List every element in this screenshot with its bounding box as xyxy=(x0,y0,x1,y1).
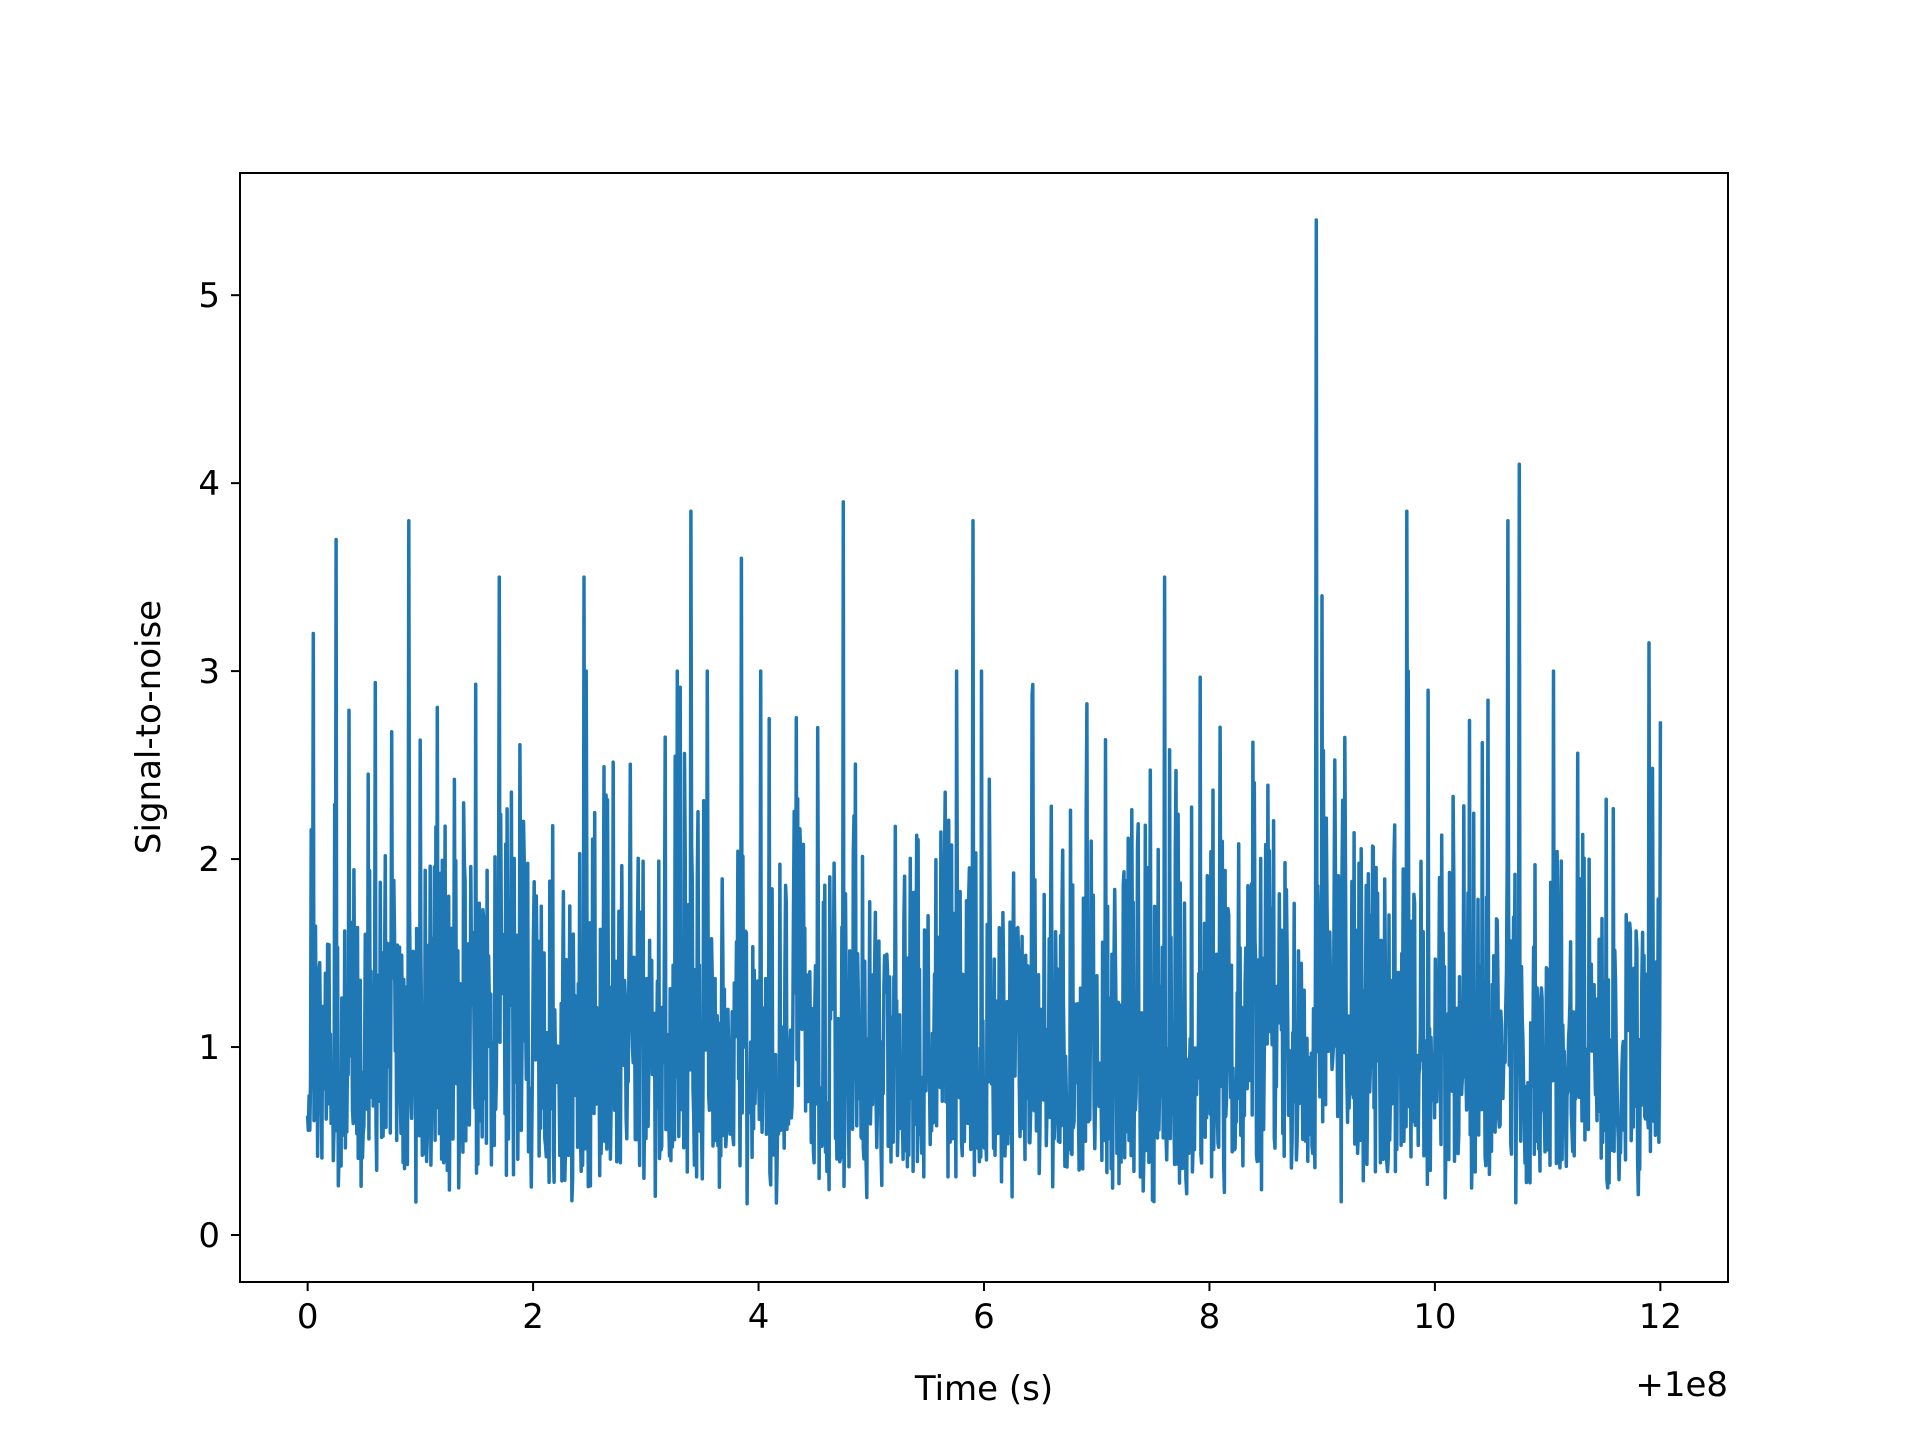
y-tick-label: 1 xyxy=(198,1028,220,1068)
y-tick-label: 2 xyxy=(198,840,220,880)
y-tick-label: 0 xyxy=(198,1216,220,1256)
y-tick-label: 5 xyxy=(198,276,220,316)
y-tick-label: 3 xyxy=(198,652,220,692)
y-axis-ticks: 0 1 2 3 4 5 xyxy=(198,276,240,1256)
x-tick-label: 4 xyxy=(748,1297,770,1337)
x-axis-ticks: 0 2 4 6 8 10 12 xyxy=(297,1282,1682,1337)
x-axis-label: Time (s) xyxy=(914,1369,1053,1409)
x-tick-label: 10 xyxy=(1413,1297,1456,1337)
x-tick-label: 0 xyxy=(297,1297,319,1337)
plot-area xyxy=(305,218,1663,1206)
series-line xyxy=(305,218,1663,1206)
x-tick-label: 6 xyxy=(973,1297,995,1337)
y-axis-label: Signal-to-noise xyxy=(129,600,169,854)
x-tick-label: 12 xyxy=(1639,1297,1682,1337)
x-axis-offset-label: +1e8 xyxy=(1635,1365,1728,1405)
x-tick-label: 8 xyxy=(1199,1297,1221,1337)
x-tick-label: 2 xyxy=(522,1297,544,1337)
y-tick-label: 4 xyxy=(198,464,220,504)
